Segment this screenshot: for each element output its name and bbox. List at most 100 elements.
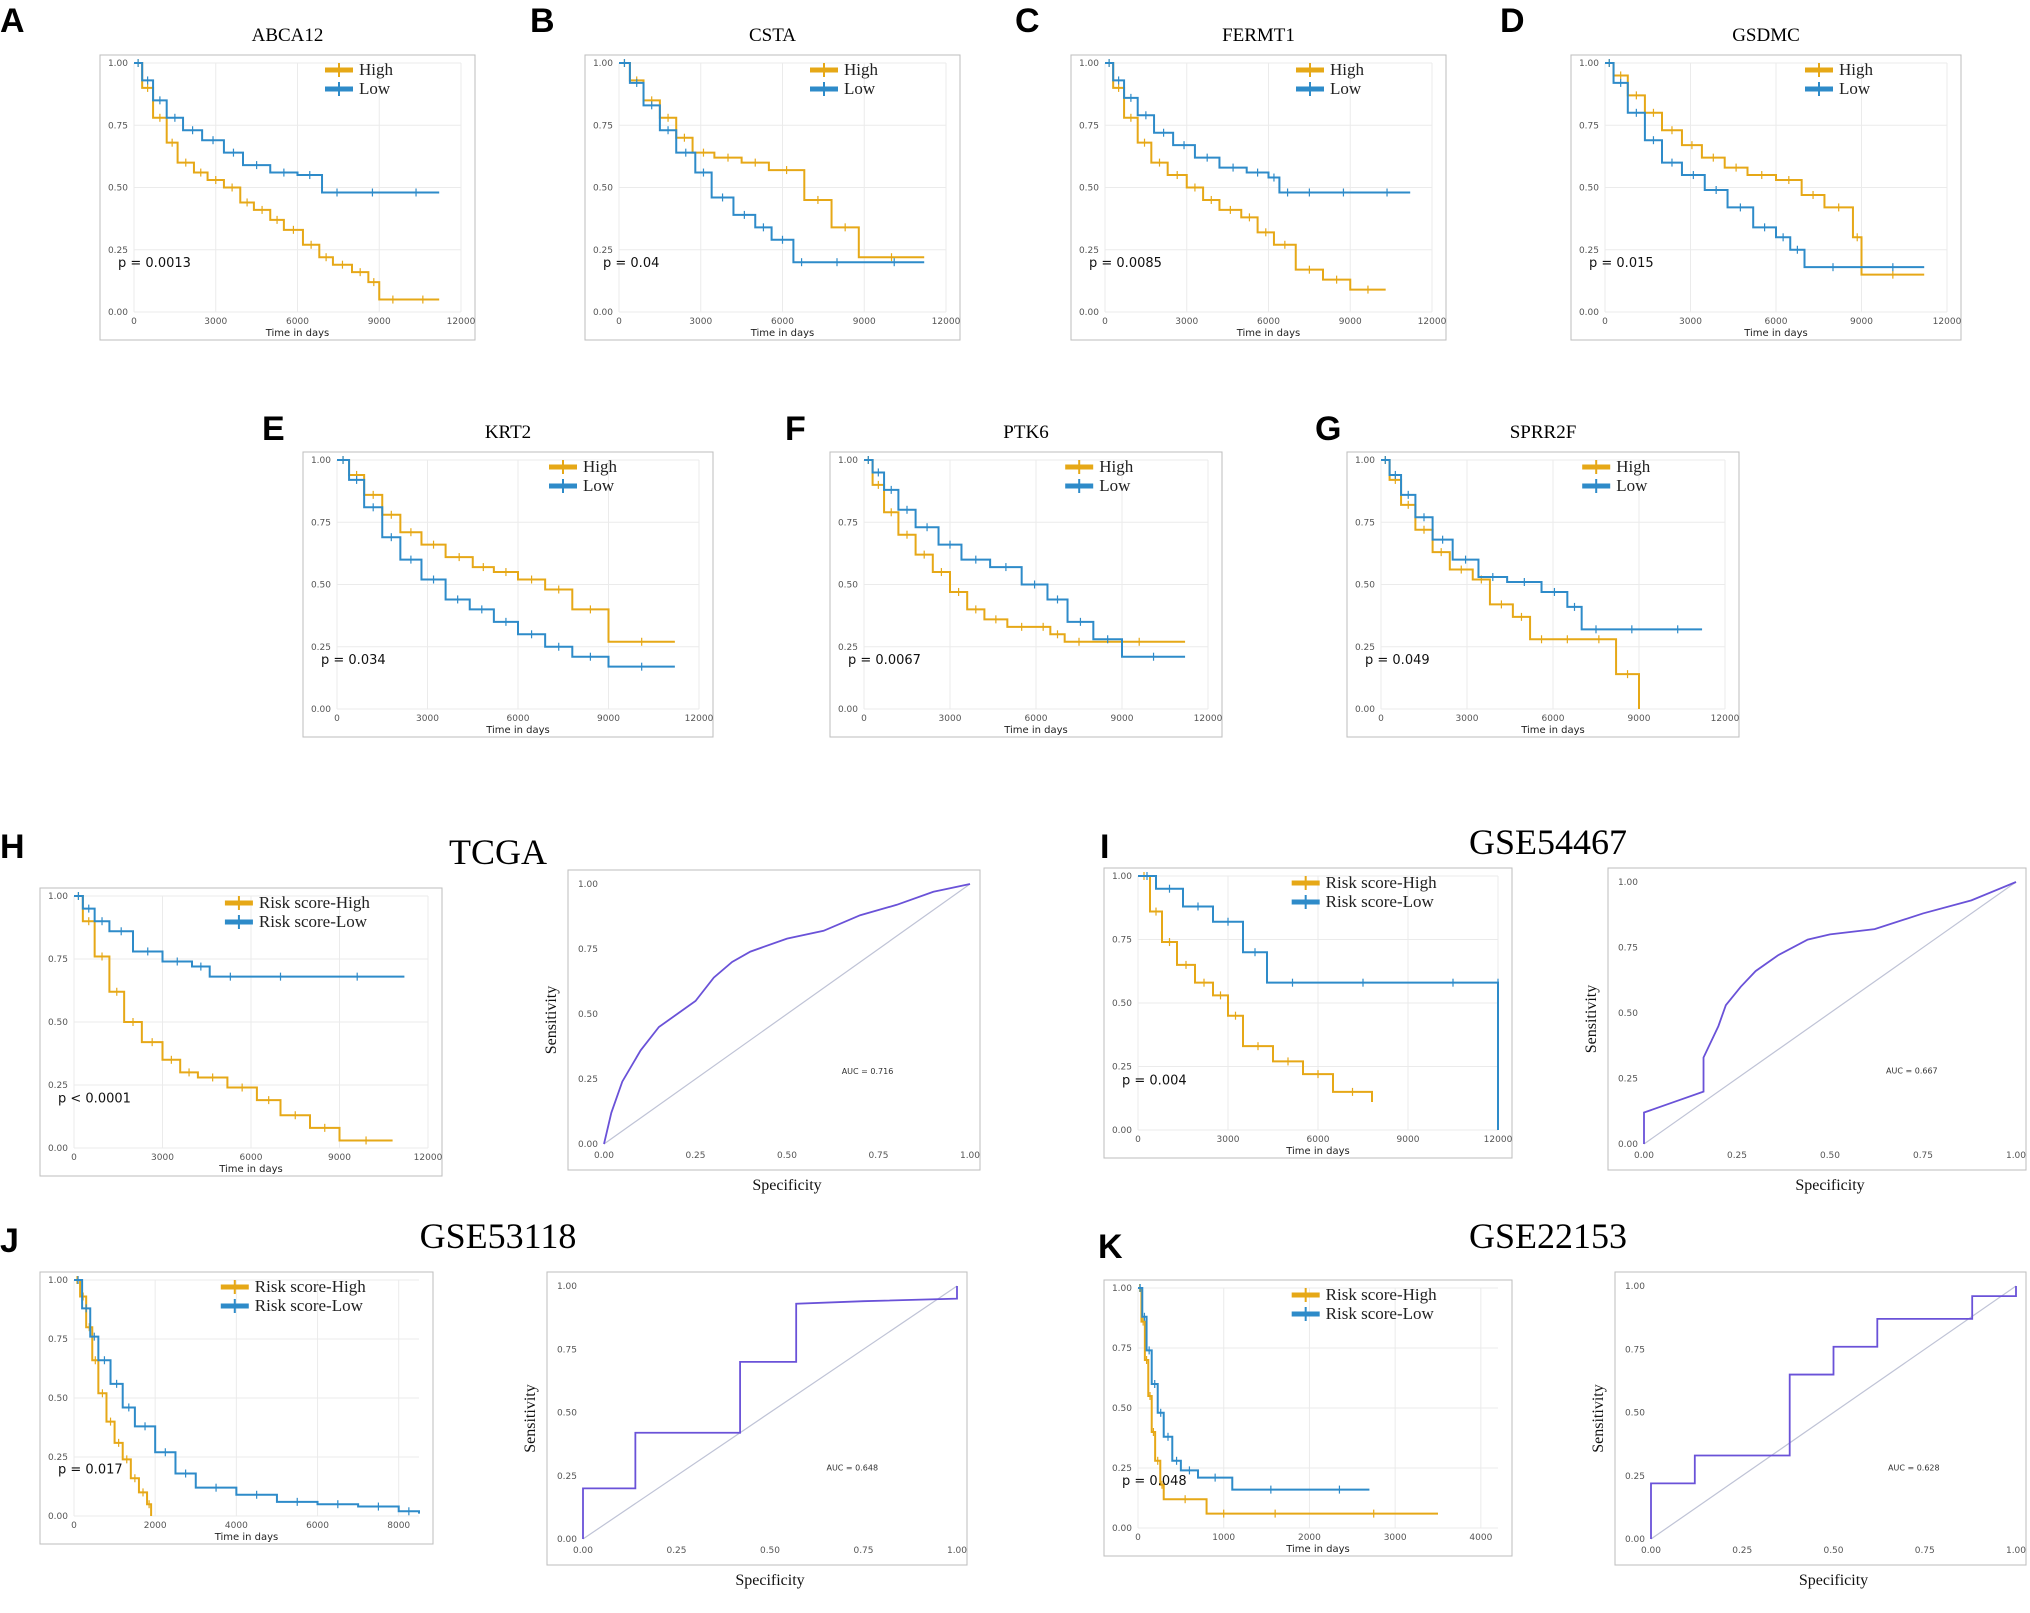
panel-letter-H: H bbox=[0, 828, 25, 866]
panel-letter-B: B bbox=[530, 2, 555, 40]
y-tick-label: 0.25 bbox=[1579, 246, 1599, 256]
x-tick-label: 3000 bbox=[1456, 714, 1479, 724]
y-tick-label: 1.00 bbox=[838, 456, 858, 466]
x-tick-label: 0.00 bbox=[1641, 1546, 1661, 1556]
y-tick-label: 1.00 bbox=[1112, 872, 1132, 882]
x-tick-label: 0 bbox=[71, 1153, 77, 1163]
gene-title: KRT2 bbox=[485, 422, 531, 443]
x-tick-label: 0.00 bbox=[1634, 1151, 1654, 1161]
y-tick-label: 0.00 bbox=[557, 1535, 577, 1545]
roc-panel-H-roc: 0.00 0.25 0.50 0.75 1.00 0.00 0.25 0.50 0.75 1.00… bbox=[543, 869, 981, 1194]
km-panel-F: 0.00 0.25 0.50 0.75 1.00 0 3000 6000 9000 12000 Ti… bbox=[829, 422, 1223, 738]
x-tick-label: 1.00 bbox=[2006, 1546, 2026, 1556]
panel-frame bbox=[302, 451, 714, 738]
x-tick-label: 9000 bbox=[328, 1153, 351, 1163]
gene-title: FERMT1 bbox=[1222, 25, 1295, 46]
p-value: p = 0.0085 bbox=[1089, 256, 1162, 271]
x-tick-label: 0.75 bbox=[1915, 1546, 1935, 1556]
dataset-title: GSE53118 bbox=[420, 1216, 577, 1256]
y-tick-label: 0.25 bbox=[1112, 1464, 1132, 1474]
legend-label: Low bbox=[844, 79, 876, 98]
y-tick-label: 0.25 bbox=[557, 1472, 577, 1482]
legend-label: Low bbox=[1839, 79, 1871, 98]
x-tick-label: 9000 bbox=[1850, 317, 1873, 327]
x-tick-label: 9000 bbox=[1339, 317, 1362, 327]
y-tick-label: 0.50 bbox=[108, 184, 128, 194]
roc-curve bbox=[582, 1286, 958, 1539]
y-tick-label: 1.00 bbox=[557, 1282, 577, 1292]
p-value: p = 0.048 bbox=[1122, 1474, 1187, 1489]
x-tick-label: 9000 bbox=[1628, 714, 1651, 724]
x-tick-label: 0 bbox=[1378, 714, 1384, 724]
y-tick-label: 0.75 bbox=[311, 518, 331, 528]
x-tick-label: 0.25 bbox=[1732, 1546, 1752, 1556]
x-tick-label: 0.75 bbox=[853, 1546, 873, 1556]
p-value: p = 0.004 bbox=[1122, 1073, 1187, 1088]
y-tick-label: 0.75 bbox=[1112, 936, 1132, 946]
y-tick-label: 0.50 bbox=[1579, 184, 1599, 194]
x-tick-label: 1.00 bbox=[2006, 1151, 2026, 1161]
x-tick-label: 0 bbox=[1135, 1135, 1141, 1145]
y-tick-label: 1.00 bbox=[48, 1276, 68, 1286]
y-tick-label: 0.25 bbox=[1079, 246, 1099, 256]
x-tick-label: 9000 bbox=[1111, 714, 1134, 724]
y-tick-label: 1.00 bbox=[48, 892, 68, 902]
x-axis-label: Specificity bbox=[1799, 1572, 1868, 1589]
x-tick-label: 3000 bbox=[1217, 1135, 1240, 1145]
km-curve-high bbox=[74, 1279, 153, 1516]
y-tick-label: 0.75 bbox=[557, 1345, 577, 1355]
legend-label: Risk score-Low bbox=[1326, 892, 1435, 911]
p-value: p = 0.034 bbox=[321, 653, 386, 668]
x-axis-label: Time in days bbox=[1003, 725, 1068, 736]
y-tick-label: 0.00 bbox=[593, 308, 613, 318]
x-tick-label: 0.25 bbox=[666, 1546, 686, 1556]
y-tick-label: 0.75 bbox=[838, 518, 858, 528]
x-tick-label: 3000 bbox=[689, 317, 712, 327]
p-value: p = 0.049 bbox=[1365, 653, 1430, 668]
km-panel-E: 0.00 0.25 0.50 0.75 1.00 0 3000 6000 9000 12000 Ti… bbox=[302, 422, 714, 738]
km-curve-low bbox=[1381, 459, 1703, 631]
y-tick-label: 0.75 bbox=[1112, 1344, 1132, 1354]
y-tick-label: 0.75 bbox=[48, 1335, 68, 1345]
x-tick-label: 0 bbox=[131, 317, 137, 327]
x-tick-label: 0 bbox=[1102, 317, 1108, 327]
legend-label: Risk score-High bbox=[255, 1277, 366, 1296]
y-tick-label: 0.50 bbox=[557, 1409, 577, 1419]
y-tick-label: 0.50 bbox=[593, 184, 613, 194]
km-curve-high bbox=[1381, 459, 1640, 709]
y-tick-label: 0.25 bbox=[48, 1453, 68, 1463]
y-tick-label: 0.25 bbox=[311, 643, 331, 653]
x-tick-label: 12000 bbox=[1418, 317, 1447, 327]
y-tick-label: 0.75 bbox=[1618, 944, 1638, 954]
x-tick-label: 2000 bbox=[1298, 1533, 1321, 1543]
y-tick-label: 0.25 bbox=[838, 643, 858, 653]
gene-title: PTK6 bbox=[1003, 422, 1048, 443]
y-tick-label: 0.25 bbox=[1112, 1063, 1132, 1073]
x-tick-label: 6000 bbox=[286, 317, 309, 327]
diagonal-reference bbox=[1650, 1285, 2017, 1540]
x-tick-label: 6000 bbox=[1542, 714, 1565, 724]
legend-label: High bbox=[583, 457, 618, 476]
y-tick-label: 0.00 bbox=[48, 1512, 68, 1522]
p-value: p = 0.04 bbox=[603, 256, 659, 271]
legend-label: High bbox=[1099, 457, 1134, 476]
y-tick-label: 0.25 bbox=[108, 246, 128, 256]
x-tick-label: 6000 bbox=[1025, 714, 1048, 724]
x-axis-label: Specificity bbox=[1795, 1177, 1864, 1194]
roc-curve bbox=[1650, 1286, 2017, 1539]
km-panel-C: 0.00 0.25 0.50 0.75 1.00 0 3000 6000 9000 12000 Ti… bbox=[1070, 25, 1447, 341]
x-tick-label: 6000 bbox=[1765, 317, 1788, 327]
y-tick-label: 0.00 bbox=[1579, 308, 1599, 318]
legend-label: High bbox=[1839, 60, 1874, 79]
legend-label: High bbox=[844, 60, 879, 79]
x-tick-label: 8000 bbox=[387, 1521, 410, 1531]
x-tick-label: 12000 bbox=[1711, 714, 1740, 724]
y-tick-label: 0.00 bbox=[48, 1144, 68, 1154]
y-tick-label: 0.25 bbox=[1618, 1075, 1638, 1085]
x-tick-label: 12000 bbox=[414, 1153, 443, 1163]
y-tick-label: 0.50 bbox=[1625, 1409, 1645, 1419]
km-curve-low bbox=[1138, 875, 1499, 1130]
y-tick-label: 0.50 bbox=[48, 1394, 68, 1404]
y-tick-label: 0.50 bbox=[1079, 184, 1099, 194]
